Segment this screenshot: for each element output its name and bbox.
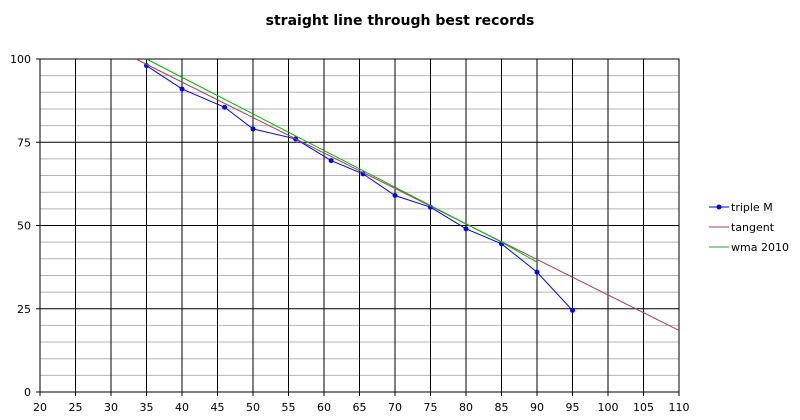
x-tick-label: 65: [353, 401, 367, 414]
x-tick-label: 80: [459, 401, 473, 414]
y-tick-label: 25: [17, 303, 31, 316]
x-tick-label: 110: [669, 401, 690, 414]
tick-labels: 20 25 30 35 40 45 50 55 60 65 70 75 80 85 90 95 100 105 11…: [10, 53, 690, 414]
data-point-triple-m: [392, 193, 398, 199]
data-point-triple-m: [222, 104, 228, 110]
x-tick-label: 45: [211, 401, 225, 414]
series-line-tangent: [135, 58, 680, 331]
grid: [40, 59, 679, 392]
x-tick-label: 30: [104, 401, 118, 414]
y-tick-label: 0: [24, 386, 31, 399]
legend-label-wma-2010: wma 2010: [731, 241, 789, 254]
x-tick-label: 25: [69, 401, 83, 414]
data-point-triple-m: [463, 226, 469, 232]
legend: triple M tangent wma 2010: [709, 201, 789, 254]
x-tick-label: 50: [246, 401, 260, 414]
y-tick-label: 75: [17, 136, 31, 149]
y-tick-label: 100: [10, 53, 31, 66]
legend-label-tangent: tangent: [731, 221, 775, 234]
x-tick-label: 75: [424, 401, 438, 414]
x-tick-label: 70: [388, 401, 402, 414]
x-tick-label: 60: [317, 401, 331, 414]
chart-title: straight line through best records: [266, 13, 535, 29]
legend-label-triple-m: triple M: [731, 201, 773, 214]
legend-marker-triple-m: [716, 204, 722, 210]
x-tick-label: 95: [566, 401, 580, 414]
y-tick-label: 50: [17, 220, 31, 233]
data-point-triple-m: [570, 307, 575, 313]
data-point-triple-m: [179, 86, 185, 92]
x-tick-label: 90: [530, 401, 544, 414]
x-tick-label: 55: [282, 401, 296, 414]
axes: [36, 58, 680, 396]
x-tick-label: 35: [140, 401, 154, 414]
series-line-wma-2010: [146, 58, 538, 263]
data-point-triple-m: [328, 158, 334, 164]
x-tick-label: 85: [495, 401, 509, 414]
x-tick-label: 40: [175, 401, 189, 414]
series-group: [135, 58, 680, 331]
x-tick-label: 20: [33, 401, 47, 414]
data-point-triple-m: [534, 269, 540, 275]
data-point-triple-m: [250, 126, 256, 132]
x-tick-label: 100: [598, 401, 619, 414]
x-tick-label: 105: [633, 401, 654, 414]
